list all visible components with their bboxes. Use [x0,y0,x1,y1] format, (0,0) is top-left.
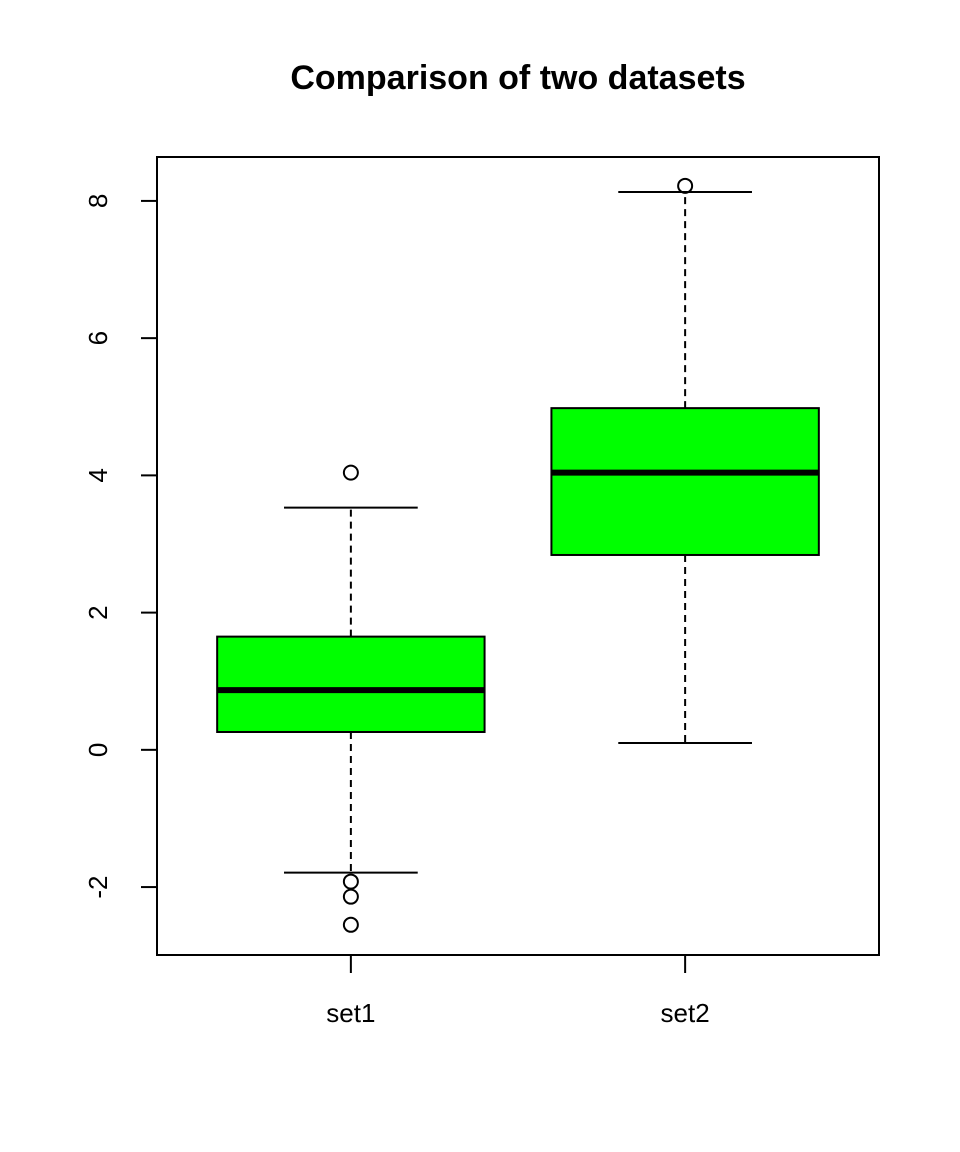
y-tick-label: 2 [83,605,113,619]
y-tick-label: -2 [83,876,113,899]
y-tick-label: 6 [83,331,113,345]
y-tick-label: 0 [83,743,113,757]
box [550,407,820,556]
x-tick-label: set1 [326,998,375,1028]
plot-frame [156,156,880,956]
y-tick-label: 8 [83,194,113,208]
outlier [677,177,694,194]
outlier [342,464,359,481]
box [216,635,486,733]
chart-title: Comparison of two datasets [290,59,745,97]
x-tick-label: set2 [661,998,710,1028]
outlier [342,888,359,905]
outlier [342,916,359,933]
outlier [342,873,359,890]
y-tick-label: 4 [83,468,113,482]
